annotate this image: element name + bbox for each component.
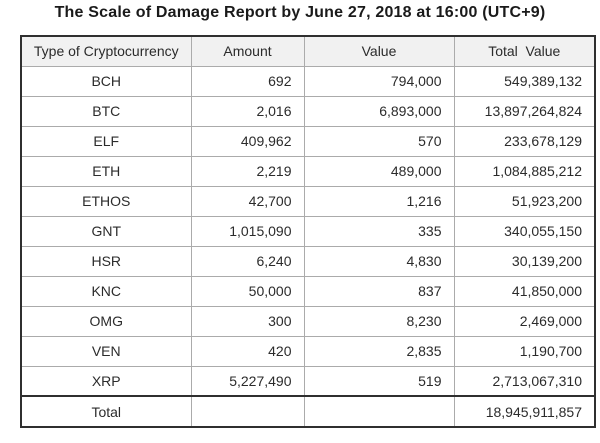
report-title: The Scale of Damage Report by June 27, 2… <box>54 4 546 21</box>
crypto-type-cell: XRP <box>20 365 192 397</box>
header-cell-amount: Amount <box>190 35 305 67</box>
crypto-type-cell: ETHOS <box>20 185 192 217</box>
amount-cell: 50,000 <box>190 275 305 307</box>
amount-cell: 2,219 <box>190 155 305 187</box>
crypto-type-cell: HSR <box>20 245 192 277</box>
total-value-cell: 41,850,000 <box>453 275 596 307</box>
value-cell: 489,000 <box>303 155 455 187</box>
crypto-type-cell: ETH <box>20 155 192 187</box>
table-body: BCH 692 794,000 549,389,132 BTC 2,016 6,893,00… <box>20 65 596 397</box>
table-row: XRP 5,227,490 519 2,713,067,310 <box>20 365 596 397</box>
crypto-type-cell: OMG <box>20 305 192 337</box>
total-value-cell: 549,389,132 <box>453 65 596 97</box>
value-cell: 1,216 <box>303 185 455 217</box>
total-value-cell: 2,469,000 <box>453 305 596 337</box>
crypto-type-cell: KNC <box>20 275 192 307</box>
amount-cell: 1,015,090 <box>190 215 305 247</box>
crypto-type-cell: BTC <box>20 95 192 127</box>
table-header: Type of Cryptocurrency Amount Value Tota… <box>20 35 596 67</box>
amount-cell: 6,240 <box>190 245 305 277</box>
table-row: ETH 2,219 489,000 1,084,885,212 <box>20 155 596 187</box>
crypto-type-cell: VEN <box>20 335 192 367</box>
crypto-type-cell: GNT <box>20 215 192 247</box>
table-row: ELF 409,962 570 233,678,129 <box>20 125 596 157</box>
value-cell: 4,830 <box>303 245 455 277</box>
table-row: OMG 300 8,230 2,469,000 <box>20 305 596 337</box>
total-value-cell: 30,139,200 <box>453 245 596 277</box>
crypto-type-cell: ELF <box>20 125 192 157</box>
value-cell: 2,835 <box>303 335 455 367</box>
amount-cell: 300 <box>190 305 305 337</box>
total-value-cell: 340,055,150 <box>453 215 596 247</box>
total-value-cell: 13,897,264,824 <box>453 95 596 127</box>
damage-report-table: Type of Cryptocurrency Amount Value Tota… <box>20 35 596 428</box>
value-cell: 570 <box>303 125 455 157</box>
amount-cell: 420 <box>190 335 305 367</box>
header-row: Type of Cryptocurrency Amount Value Tota… <box>20 35 596 67</box>
total-total-value-cell: 18,945,911,857 <box>453 395 596 428</box>
table-row: HSR 6,240 4,830 30,139,200 <box>20 245 596 277</box>
amount-cell: 692 <box>190 65 305 97</box>
value-cell: 335 <box>303 215 455 247</box>
table-footer: Total 18,945,911,857 <box>20 395 596 428</box>
total-label-cell: Total <box>20 395 192 428</box>
total-value-cell: 51,923,200 <box>453 185 596 217</box>
value-cell: 519 <box>303 365 455 397</box>
amount-cell: 409,962 <box>190 125 305 157</box>
total-value-cell <box>303 395 455 428</box>
header-cell-total-value: Total Value <box>453 35 596 67</box>
amount-cell: 2,016 <box>190 95 305 127</box>
total-value-cell: 2,713,067,310 <box>453 365 596 397</box>
total-value-cell: 1,190,700 <box>453 335 596 367</box>
amount-cell: 5,227,490 <box>190 365 305 397</box>
value-cell: 6,893,000 <box>303 95 455 127</box>
value-cell: 837 <box>303 275 455 307</box>
header-cell-type: Type of Cryptocurrency <box>20 35 192 67</box>
amount-cell: 42,700 <box>190 185 305 217</box>
total-value-cell: 233,678,129 <box>453 125 596 157</box>
table-row: VEN 420 2,835 1,190,700 <box>20 335 596 367</box>
value-cell: 794,000 <box>303 65 455 97</box>
table-row: GNT 1,015,090 335 340,055,150 <box>20 215 596 247</box>
value-cell: 8,230 <box>303 305 455 337</box>
table-row: BTC 2,016 6,893,000 13,897,264,824 <box>20 95 596 127</box>
table-row: KNC 50,000 837 41,850,000 <box>20 275 596 307</box>
total-value-cell: 1,084,885,212 <box>453 155 596 187</box>
header-cell-value: Value <box>303 35 455 67</box>
table-row: BCH 692 794,000 549,389,132 <box>20 65 596 97</box>
table-row: ETHOS 42,700 1,216 51,923,200 <box>20 185 596 217</box>
crypto-type-cell: BCH <box>20 65 192 97</box>
total-amount-cell <box>190 395 305 428</box>
total-row: Total 18,945,911,857 <box>20 395 596 428</box>
